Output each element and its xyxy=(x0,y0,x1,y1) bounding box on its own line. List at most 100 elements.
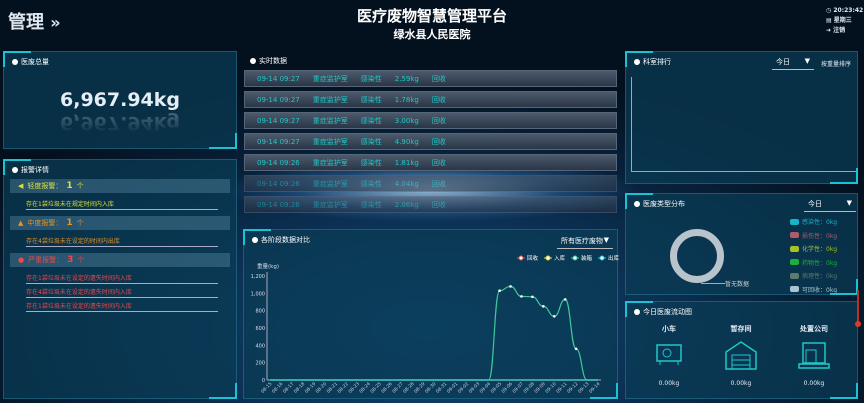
alarm-message[interactable]: 存在4袋垃圾未在设定的遗失时间内入库 xyxy=(26,284,218,298)
type-legend-item[interactable]: 可回收：0kg xyxy=(790,285,837,294)
disposal-facility-icon xyxy=(798,342,830,369)
x-tick-label: 08-20 xyxy=(315,381,329,395)
ranking-period-dropdown[interactable]: 今日 ▼ xyxy=(772,57,814,70)
realtime-cell: 2.59kg xyxy=(394,74,419,83)
realtime-row[interactable]: 09-14 09:27 重症监护室 感染性 1.78kg 回收 xyxy=(244,91,617,108)
type-distribution-panel: 医废类型分布 今日 ▼ 暂无数据 感染性：0kg 损伤性：0kg 化学性：0kg 药物性… xyxy=(625,193,858,295)
ranking-panel: 科室排行 今日 ▼ 按重量排序 xyxy=(625,51,858,184)
alarm-message[interactable]: 存在1袋垃圾未在设定的遗失时间内入库 xyxy=(26,298,218,312)
alarm-message[interactable]: 存在4袋垃圾未在设定的时间内出库 xyxy=(26,233,218,247)
y-tick-label: 600 xyxy=(255,326,265,332)
type-legend-item[interactable]: 感染性：0kg xyxy=(790,217,837,226)
type-legend-item[interactable]: 化学性：0kg xyxy=(790,244,837,253)
warning-triangle-icon: ▲ xyxy=(18,219,24,227)
scroll-slider[interactable] xyxy=(855,290,861,327)
alarm-message[interactable]: 存在1袋垃圾未在规定时间内入库 xyxy=(26,196,218,210)
type-legend-item[interactable]: 损伤性：0kg xyxy=(790,231,837,240)
legend-swatch-icon xyxy=(790,232,799,238)
realtime-cell: 回收 xyxy=(431,74,446,83)
flow-disposal: 处置公司 0.00kg xyxy=(784,324,844,387)
x-tick-label: 08-26 xyxy=(380,381,394,395)
type-legend-item[interactable]: 药物性：0kg xyxy=(790,258,837,267)
x-tick-label: 08-17 xyxy=(282,381,296,395)
x-tick-label: 09-12 xyxy=(566,381,580,395)
total-value-reflection: 6,967.94kg xyxy=(60,112,180,134)
speaker-icon: ◀ xyxy=(18,182,24,190)
weekday: ▤ 星期三 xyxy=(826,17,852,24)
alarm-group-header[interactable]: ◀ 轻度报警： 1 个 xyxy=(10,179,230,193)
realtime-cell: 回收 xyxy=(431,137,446,146)
x-tick-label: 08-22 xyxy=(336,381,350,395)
realtime-row[interactable]: 09-14 09:26 重症监护室 感染性 1.81kg 回收 xyxy=(244,154,617,171)
logout-icon: ➜ xyxy=(826,27,832,34)
bullet-icon xyxy=(250,58,256,64)
realtime-cell: 感染性 xyxy=(360,179,382,188)
realtime-cell: 09-14 09:26 xyxy=(257,200,300,209)
dropdown-arrow-icon: ▼ xyxy=(804,57,810,65)
waste-filter-dropdown[interactable]: 所有医疗废物 ▼ xyxy=(557,236,613,249)
y-tick-label: 200 xyxy=(255,361,265,367)
dropdown-arrow-icon: ▼ xyxy=(846,199,852,207)
data-point xyxy=(498,289,501,293)
data-point xyxy=(531,295,534,299)
realtime-cell: 09-14 09:27 xyxy=(257,74,300,83)
realtime-cell: 重症监护室 xyxy=(312,200,348,209)
realtime-cell: 回收 xyxy=(431,116,446,125)
x-tick-label: 09-02 xyxy=(457,381,471,395)
stage-line-chart: 重量(kg)02004006008001,0001,20008-1508-160… xyxy=(251,254,619,395)
realtime-row[interactable]: 09-14 09:26 重症监护室 感染性 2.06kg 回收 xyxy=(244,196,617,213)
total-value: 6,967.94kg xyxy=(60,89,180,111)
double-chevron-icon[interactable]: » xyxy=(50,13,61,32)
x-tick-label: 09-13 xyxy=(577,381,591,395)
realtime-cell: 4.04kg xyxy=(394,179,419,188)
realtime-cell: 回收 xyxy=(431,95,446,104)
realtime-cell: 感染性 xyxy=(360,74,382,83)
realtime-cell: 09-14 09:27 xyxy=(257,116,300,125)
x-tick-label: 09-05 xyxy=(490,381,504,395)
clock-icon: ◷ xyxy=(826,7,832,14)
realtime-cell: 感染性 xyxy=(360,116,382,125)
x-tick-label: 08-16 xyxy=(271,381,285,395)
y-tick-label: 400 xyxy=(255,343,265,349)
x-tick-label: 08-31 xyxy=(435,381,449,395)
alarm-group-header[interactable]: ● 严重报警： 3 个 xyxy=(10,253,230,267)
legend-label: 装箱 xyxy=(581,254,593,262)
data-point xyxy=(574,347,578,351)
x-tick-label: 08-29 xyxy=(413,381,427,395)
realtime-cell: 2.06kg xyxy=(394,200,419,209)
realtime-row[interactable]: 09-14 09:27 重症监护室 感染性 2.59kg 回收 xyxy=(244,70,617,87)
realtime-row[interactable]: 09-14 09:27 重症监护室 感染性 4.90kg 回收 xyxy=(244,133,617,150)
realtime-cell: 回收 xyxy=(431,158,446,167)
alarm-message[interactable]: 存在1袋垃圾未在设定的遗失时间内入库 xyxy=(26,270,218,284)
realtime-cell: 回收 xyxy=(431,179,446,188)
hospital-name: 绿水县人民医院 xyxy=(393,28,471,41)
page-title: 医疗废物智慧管理平台 xyxy=(356,7,507,25)
flow-panel: 今日医废流动图 小车 0.00kg 暂存间 0.00kg 处置公司 0.00kg xyxy=(625,301,858,399)
clock: ◷ 20:23:42 xyxy=(826,7,864,14)
bullet-icon xyxy=(252,237,258,243)
realtime-row[interactable]: 09-14 09:26 重症监护室 感染性 4.04kg 回收 xyxy=(244,175,617,192)
type-legend-item[interactable]: 病理性：0kg xyxy=(790,271,837,280)
realtime-cell: 重症监护室 xyxy=(312,95,348,104)
y-tick-label: 1,200 xyxy=(251,274,265,280)
x-tick-label: 09-04 xyxy=(479,381,493,395)
realtime-title: 实时数据 xyxy=(250,56,287,66)
sort-by-weight-button[interactable]: 按重量排序 xyxy=(821,61,852,68)
total-panel: 医废总量 6,967.94kg 6,967.94kg xyxy=(3,51,237,149)
data-point xyxy=(552,315,556,318)
x-tick-label: 08-19 xyxy=(304,381,318,395)
ranking-chart-area xyxy=(631,77,856,172)
realtime-cell: 4.90kg xyxy=(394,137,419,146)
realtime-row[interactable]: 09-14 09:27 重症监护室 感染性 3.00kg 回收 xyxy=(244,112,617,129)
logout-button[interactable]: ➜ 注销 xyxy=(826,27,846,34)
realtime-cell: 重症监护室 xyxy=(312,179,348,188)
legend-marker xyxy=(572,255,578,261)
section-title[interactable]: 管理 » xyxy=(8,12,61,33)
legend-swatch-icon xyxy=(790,272,799,279)
type-period-dropdown[interactable]: 今日 ▼ xyxy=(804,199,856,212)
x-tick-label: 08-21 xyxy=(326,381,340,395)
legend-swatch-icon xyxy=(790,259,799,265)
y-axis-label: 重量(kg) xyxy=(257,262,279,270)
alarm-group-header[interactable]: ▲ 中度报警： 1 个 xyxy=(10,216,230,230)
bullet-icon xyxy=(12,167,18,173)
